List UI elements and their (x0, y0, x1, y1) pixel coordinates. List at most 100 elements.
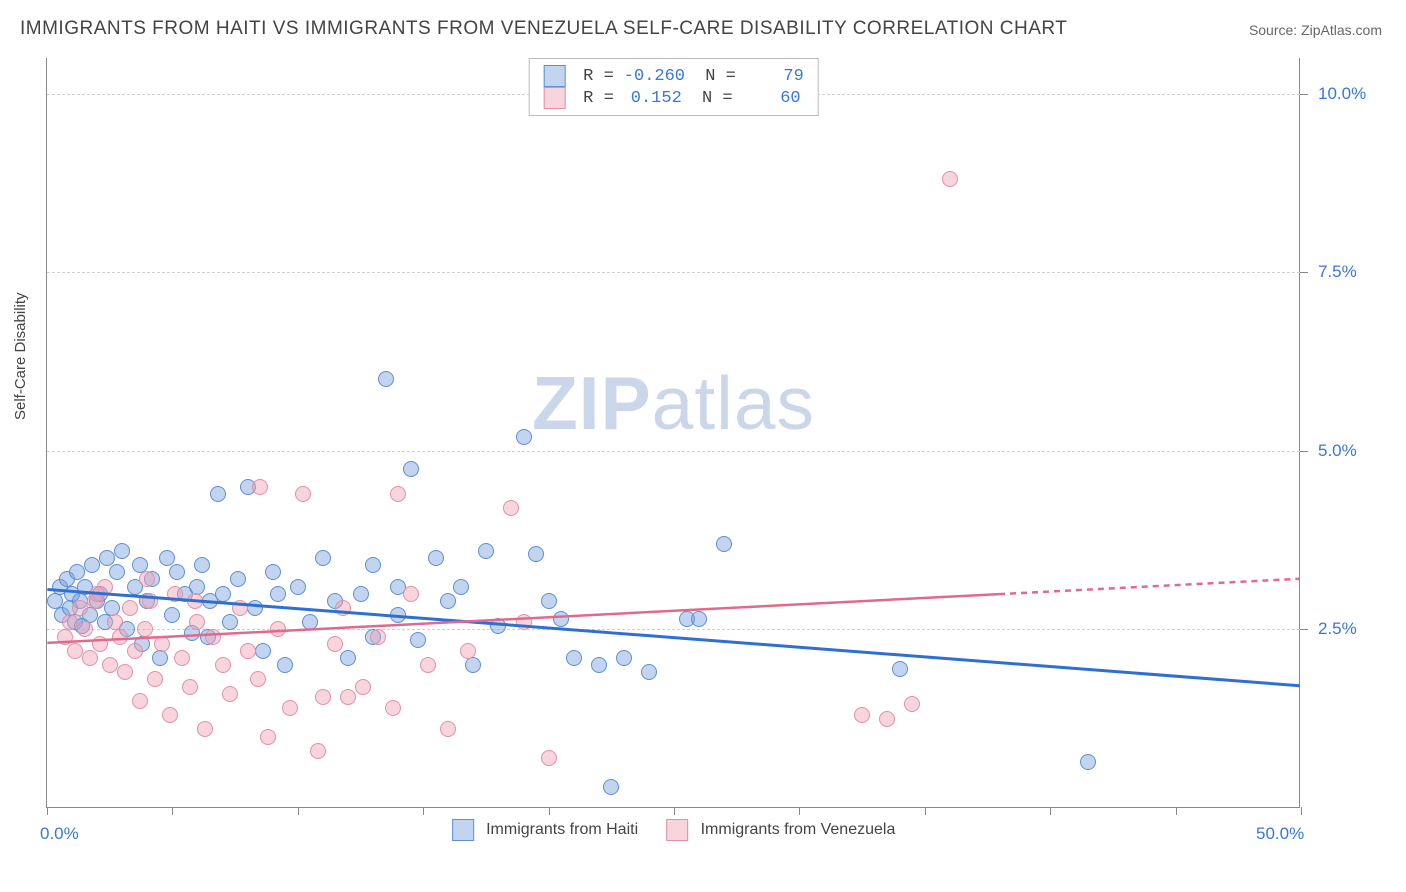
scatter-point (478, 543, 494, 559)
scatter-point (315, 689, 331, 705)
scatter-point (315, 550, 331, 566)
scatter-point (270, 586, 286, 602)
scatter-point (122, 600, 138, 616)
stats-legend: R = -0.260 N = 79 R = 0.152 N = 60 (528, 58, 819, 116)
scatter-point (167, 586, 183, 602)
scatter-point (854, 707, 870, 723)
watermark: ZIPatlas (532, 360, 815, 446)
scatter-point (117, 664, 133, 680)
x-tick-label: 50.0% (1256, 824, 1304, 844)
scatter-point (162, 707, 178, 723)
scatter-point (197, 721, 213, 737)
scatter-point (390, 607, 406, 623)
chart-title: IMMIGRANTS FROM HAITI VS IMMIGRANTS FROM… (20, 18, 1067, 40)
scatter-point (353, 586, 369, 602)
y-tick-label: 10.0% (1318, 84, 1366, 104)
scatter-point (290, 579, 306, 595)
scatter-point (440, 721, 456, 737)
series-legend: Immigrants from Haiti Immigrants from Ve… (452, 819, 896, 841)
scatter-point (205, 629, 221, 645)
scatter-point (403, 461, 419, 477)
scatter-point (250, 671, 266, 687)
scatter-point (340, 650, 356, 666)
legend-item: Immigrants from Venezuela (666, 819, 895, 841)
scatter-point (154, 636, 170, 652)
scatter-point (591, 657, 607, 673)
scatter-point (295, 486, 311, 502)
scatter-point (603, 779, 619, 795)
scatter-point (159, 550, 175, 566)
scatter-point (365, 557, 381, 573)
scatter-point (57, 629, 73, 645)
scatter-point (302, 614, 318, 630)
stats-row: R = -0.260 N = 79 (543, 65, 804, 87)
scatter-point (137, 621, 153, 637)
scatter-point (641, 664, 657, 680)
scatter-point (89, 586, 105, 602)
scatter-point (189, 614, 205, 630)
scatter-point (84, 557, 100, 573)
scatter-point (109, 564, 125, 580)
scatter-point (252, 479, 268, 495)
scatter-point (67, 643, 83, 659)
scatter-point (62, 614, 78, 630)
scatter-point (240, 643, 256, 659)
scatter-point (541, 750, 557, 766)
scatter-point (102, 657, 118, 673)
scatter-point (247, 600, 263, 616)
scatter-point (541, 593, 557, 609)
y-axis-label: Self-Care Disability (12, 292, 29, 420)
scatter-point (139, 571, 155, 587)
plot-area: R = -0.260 N = 79 R = 0.152 N = 60 ZIPat… (46, 58, 1300, 808)
scatter-point (222, 614, 238, 630)
scatter-point (222, 686, 238, 702)
scatter-point (255, 643, 271, 659)
scatter-point (385, 700, 401, 716)
scatter-point (879, 711, 895, 727)
y-tick-label: 5.0% (1318, 441, 1357, 461)
scatter-point (310, 743, 326, 759)
scatter-point (72, 600, 88, 616)
scatter-point (82, 650, 98, 666)
y-tick-label: 2.5% (1318, 619, 1357, 639)
scatter-point (270, 621, 286, 637)
scatter-point (420, 657, 436, 673)
grid-line (47, 272, 1300, 273)
stats-row: R = 0.152 N = 60 (543, 87, 804, 109)
scatter-point (390, 486, 406, 502)
scatter-point (460, 643, 476, 659)
scatter-point (942, 171, 958, 187)
scatter-point (277, 657, 293, 673)
scatter-point (355, 679, 371, 695)
scatter-point (453, 579, 469, 595)
scatter-point (528, 546, 544, 562)
scatter-point (553, 611, 569, 627)
scatter-point (1080, 754, 1096, 770)
scatter-point (265, 564, 281, 580)
scatter-point (127, 643, 143, 659)
scatter-point (378, 371, 394, 387)
scatter-point (215, 657, 231, 673)
scatter-point (260, 729, 276, 745)
scatter-point (566, 650, 582, 666)
scatter-point (516, 429, 532, 445)
grid-line (47, 451, 1300, 452)
scatter-point (892, 661, 908, 677)
scatter-point (716, 536, 732, 552)
legend-item: Immigrants from Haiti (452, 819, 638, 841)
scatter-point (503, 500, 519, 516)
swatch-blue-icon (543, 65, 565, 87)
scatter-point (616, 650, 632, 666)
scatter-point (77, 621, 93, 637)
scatter-point (465, 657, 481, 673)
scatter-point (92, 636, 108, 652)
scatter-point (142, 593, 158, 609)
scatter-point (164, 607, 180, 623)
scatter-point (147, 671, 163, 687)
swatch-pink-icon (543, 87, 565, 109)
scatter-point (340, 689, 356, 705)
grid-line (47, 629, 1300, 630)
scatter-point (282, 700, 298, 716)
scatter-point (182, 679, 198, 695)
scatter-point (516, 614, 532, 630)
